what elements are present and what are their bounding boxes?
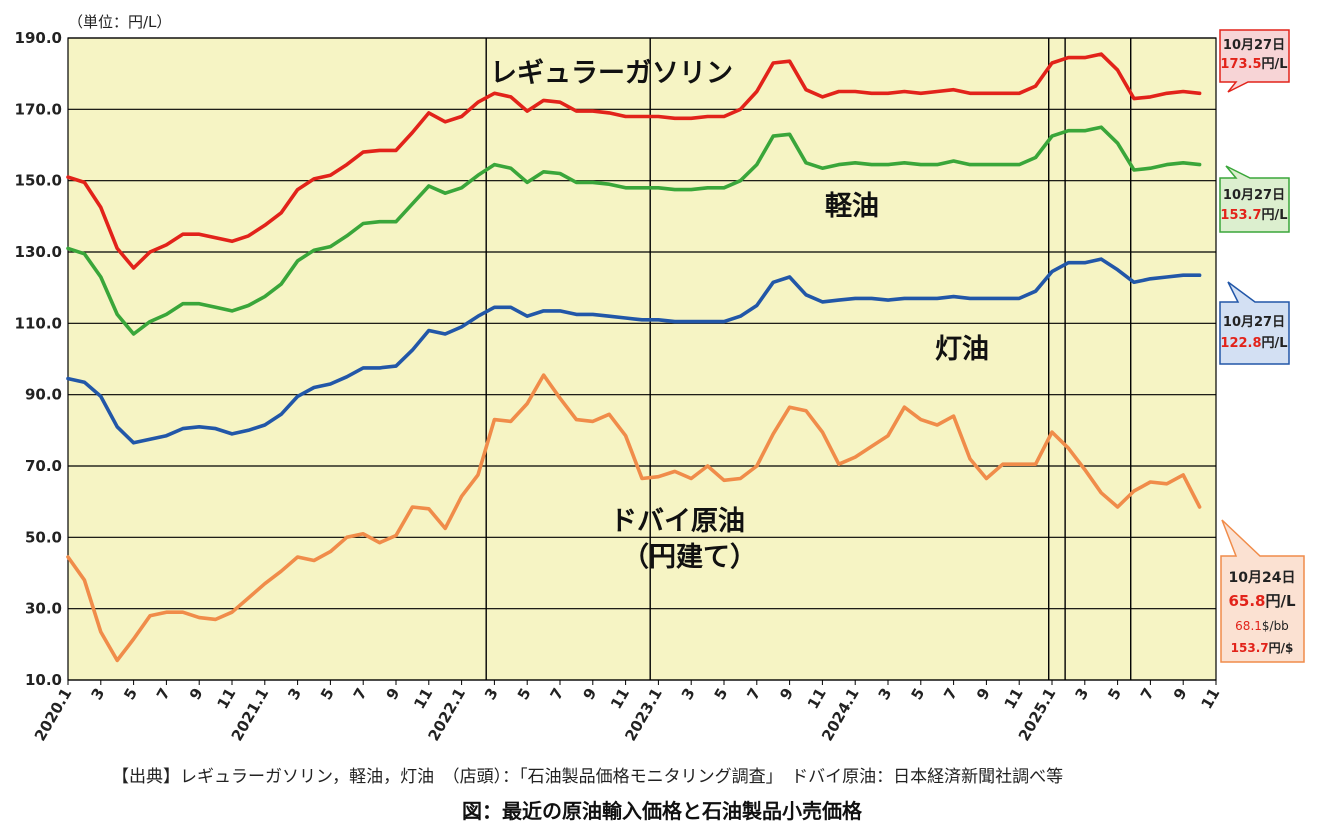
- x-tick-label: 5: [120, 685, 141, 703]
- x-tick-label: 9: [186, 685, 207, 703]
- callout-diesel-unit: 円/L: [1262, 208, 1288, 223]
- x-tick-label: 5: [711, 685, 732, 703]
- callout-diesel-date: 10月27日: [1223, 188, 1285, 203]
- x-tick-label: 3: [87, 685, 108, 703]
- y-tick-label: 30.0: [25, 600, 62, 618]
- callout-crude-date: 10月24日: [1229, 570, 1296, 586]
- series-line-0: [66, 52, 1202, 270]
- y-axis-ticks: 10.0 30.0 50.0 70.0 90.0 110.0 130.0 150.0 170.0…: [15, 29, 62, 689]
- x-tick-label: 7: [350, 685, 371, 703]
- y-tick-label: 190.0: [15, 29, 62, 47]
- label-diesel: 軽油: [825, 191, 879, 222]
- x-tick-label: 5: [907, 685, 928, 703]
- y-tick-label: 70.0: [25, 457, 62, 475]
- callout-kerosene-value: 122.8: [1220, 336, 1261, 351]
- y-tick-label: 170.0: [15, 100, 62, 118]
- label-kerosene: 灯油: [935, 334, 989, 365]
- callout-gasoline-unit: 円/L: [1262, 57, 1288, 72]
- unit-label: （単位：円/L）: [68, 13, 171, 31]
- svg-text:122.8円/L: 122.8円/L: [1220, 336, 1287, 351]
- label-gasoline: レギュラーガソリン: [490, 58, 733, 89]
- series-lines: [66, 52, 1202, 663]
- callout-crude-value: 65.8: [1228, 592, 1265, 610]
- x-tick-label: 7: [153, 685, 174, 703]
- x-tick-label: 2020.1: [31, 685, 76, 744]
- svg-text:68.1$/bb: 68.1$/bb: [1235, 619, 1289, 633]
- x-tick-label: 9: [776, 685, 797, 703]
- label-crude-yen: （円建て）: [622, 542, 757, 573]
- svg-text:65.8円/L: 65.8円/L: [1228, 592, 1295, 610]
- x-tick-label: 5: [1104, 685, 1125, 703]
- y-tick-label: 130.0: [15, 243, 62, 261]
- x-tick-label: 5: [514, 685, 535, 703]
- callout-kerosene-date: 10月27日: [1223, 315, 1285, 330]
- figure-caption: 図：最近の原油輸入価格と石油製品小売価格: [462, 799, 862, 823]
- svg-text:173.5円/L: 173.5円/L: [1220, 57, 1287, 72]
- callout-diesel: 10月27日 153.7円/L: [1219, 165, 1290, 233]
- callout-crude-fx: 153.7: [1231, 641, 1269, 655]
- x-tick-label: 3: [875, 685, 896, 703]
- label-crude: ドバイ原油: [610, 506, 745, 537]
- vertical-markers: [485, 38, 1132, 680]
- x-tick-label: 9: [973, 685, 994, 703]
- x-tick-label: 9: [1170, 685, 1191, 703]
- svg-text:153.7円/L: 153.7円/L: [1220, 208, 1287, 223]
- callout-crude-unit: 円/L: [1265, 592, 1295, 610]
- series-line-1: [66, 125, 1202, 336]
- callout-kerosene-unit: 円/L: [1262, 336, 1288, 351]
- callout-crude-usd: 68.1: [1235, 619, 1262, 633]
- chart: 10.0 30.0 50.0 70.0 90.0 110.0 130.0 150.0 170.0…: [15, 13, 1305, 744]
- y-tick-label: 90.0: [25, 386, 62, 404]
- x-tick-label: 3: [1071, 685, 1092, 703]
- x-tick-label: 11: [1197, 685, 1223, 712]
- x-tick-label: 7: [1137, 685, 1158, 703]
- y-tick-label: 10.0: [25, 671, 62, 689]
- series-line-2: [66, 257, 1202, 445]
- x-tick-label: 7: [940, 685, 961, 703]
- series-line-3: [66, 373, 1202, 663]
- x-tick-label: 11: [410, 685, 436, 712]
- gridlines: [68, 37, 1216, 681]
- plot-area: [67, 37, 1217, 681]
- callout-kerosene: 10月27日 122.8円/L: [1219, 281, 1290, 365]
- x-tick-label: 3: [678, 685, 699, 703]
- y-tick-label: 50.0: [25, 528, 62, 546]
- callout-crude-fx-unit: 円/$: [1269, 641, 1294, 655]
- callout-gasoline: 10月27日 173.5円/L: [1219, 29, 1290, 93]
- callout-crude-usd-unit: $/bb: [1262, 619, 1289, 633]
- callout-gasoline-value: 173.5: [1220, 57, 1261, 72]
- x-tick-label: 3: [481, 685, 502, 703]
- callout-diesel-value: 153.7: [1220, 208, 1261, 223]
- x-tick-label: 9: [383, 685, 404, 703]
- callout-crude: 10月24日 65.8円/L 68.1$/bb 153.7円/$: [1220, 519, 1305, 663]
- y-tick-label: 110.0: [15, 314, 62, 332]
- x-tick-label: 5: [317, 685, 338, 703]
- x-tick-label: 11: [213, 685, 239, 712]
- x-tick-label: 11: [607, 685, 633, 712]
- y-tick-label: 150.0: [15, 172, 62, 190]
- source-note: 【出典】レギュラーガソリン，軽油，灯油 （店頭）：「石油製品価格モニタリング調査…: [112, 767, 1064, 787]
- svg-text:153.7円/$: 153.7円/$: [1231, 641, 1294, 655]
- callout-gasoline-date: 10月27日: [1223, 38, 1285, 53]
- x-tick-label: 7: [547, 685, 568, 703]
- x-tick-label: 11: [1001, 685, 1027, 712]
- x-tick-label: 11: [804, 685, 830, 712]
- x-tick-label: 7: [743, 685, 764, 703]
- x-tick-label: 9: [579, 685, 600, 703]
- x-tick-label: 3: [284, 685, 305, 703]
